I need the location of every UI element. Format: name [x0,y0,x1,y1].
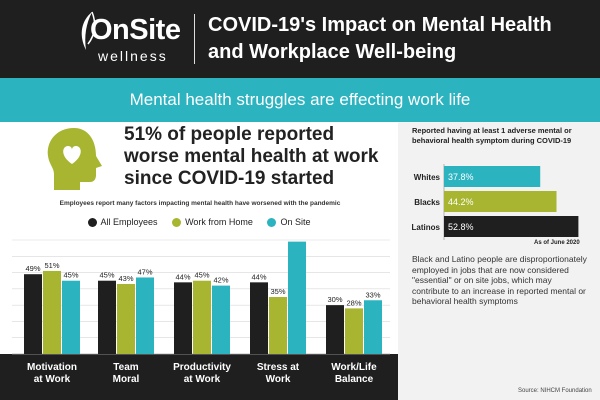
onsite-wellness-logo: OnSite wellness [76,10,186,68]
bar-value-label: 45% [63,271,78,280]
bar-0-0 [24,274,42,354]
bar-value-label: 45% [99,271,114,280]
category-label: Work/Life [331,362,377,373]
page-title: COVID-19's Impact on Mental Health and W… [208,12,588,66]
hbar-category-label: Whites [414,173,441,182]
bar-value-label: 33% [365,290,380,299]
category-label: Balance [335,374,374,385]
category-label: Moral [113,374,140,385]
bar-value-label: 45% [194,271,209,280]
bar-4-1 [345,308,363,354]
bar-value-label: 28% [346,298,361,307]
hbar-value-label: 44.2% [448,197,474,207]
head-heart-icon [47,128,102,190]
category-label: Productivity [173,362,231,373]
category-label: at Work [184,374,221,385]
bar-2-1 [193,280,211,354]
hbar-value-label: 37.8% [448,172,474,182]
bar-value-label: 44% [175,272,190,281]
bar-value-label: 42% [213,276,228,285]
chart-caption: Employees report many factors impacting … [59,200,341,207]
category-label: at Work [34,374,71,385]
hbar-0 [444,166,541,187]
title-line-1: COVID-19's Impact on Mental Health [208,14,552,36]
logo-sub-text: wellness [98,48,168,64]
bar-2-0 [174,282,192,354]
logo-main-text: OnSite [90,14,181,46]
legend-item-on-site: On Site [267,217,310,227]
hbar-2 [444,216,579,237]
category-label: Work [266,374,291,385]
bar-1-2 [136,277,154,354]
category-label: Stress at [257,362,300,373]
headline-line-3: since COVID-19 started [124,168,335,189]
bar-value-label: 51% [44,261,59,270]
hbar-category-label: Latinos [412,223,441,232]
bar-3-1 [269,297,287,354]
hbar-category-label: Blacks [414,198,440,207]
headline-stat: 51% of people reported worse mental heal… [124,124,394,190]
bar-0-1 [43,270,61,354]
bar-value-label: 47% [137,267,152,276]
header: OnSite wellness COVID-19's Impact on Men… [0,0,600,78]
as-of-date: As of June 2020 [534,240,580,246]
legend-dot [267,217,277,227]
bar-value-label: 44% [251,272,266,281]
bar-3-0 [250,282,268,354]
bar-2-2 [212,285,230,354]
hbar-1 [444,191,557,212]
bar-0-2 [62,280,80,354]
bar-value-label: 30% [327,295,342,304]
bar-3-2 [288,241,306,354]
hbar-value-label: 52.8% [448,222,474,232]
title-line-2: and Workplace Well-being [208,41,457,63]
subtitle-banner: Mental health struggles are effecting wo… [0,78,600,122]
bar-1-1 [117,283,135,354]
horizontal-bar-chart: Whites 37.8% Blacks 44.2% Latinos 52.8% [412,164,579,240]
bar-value-label: 43% [118,274,133,283]
legend-label: On Site [280,216,311,227]
legend-label: Work from Home [185,216,253,227]
banner-text: Mental health struggles are effecting wo… [129,90,471,109]
leaf-logo-icon [81,11,96,50]
headline-line-2: worse mental health at work [124,146,379,167]
bar-4-2 [364,300,382,354]
hbar-chart-title: Reported having at least 1 adverse menta… [412,126,572,145]
legend-dot [172,217,182,227]
legend-dot [87,217,97,227]
legend-item-work-from-home: Work from Home [172,217,253,227]
chart-legend: All Employees Work from Home On Site [0,216,398,232]
bar-1-0 [98,280,116,354]
source-credit: Source: NIHCM Foundation [518,388,592,394]
legend-label: All Employees [100,216,158,227]
legend-item-all-employees: All Employees [87,216,158,227]
disparity-note: Black and Latino people are disproportio… [412,254,587,306]
bar-value-label: 49% [25,264,40,273]
bar-value-label: 35% [270,287,285,296]
category-label: Team [113,362,138,373]
category-band [0,354,398,400]
header-divider [194,14,195,64]
headline-line-1: 51% of people reported [124,124,335,145]
bar-4-0 [326,305,344,354]
category-label: Motivation [27,362,77,373]
